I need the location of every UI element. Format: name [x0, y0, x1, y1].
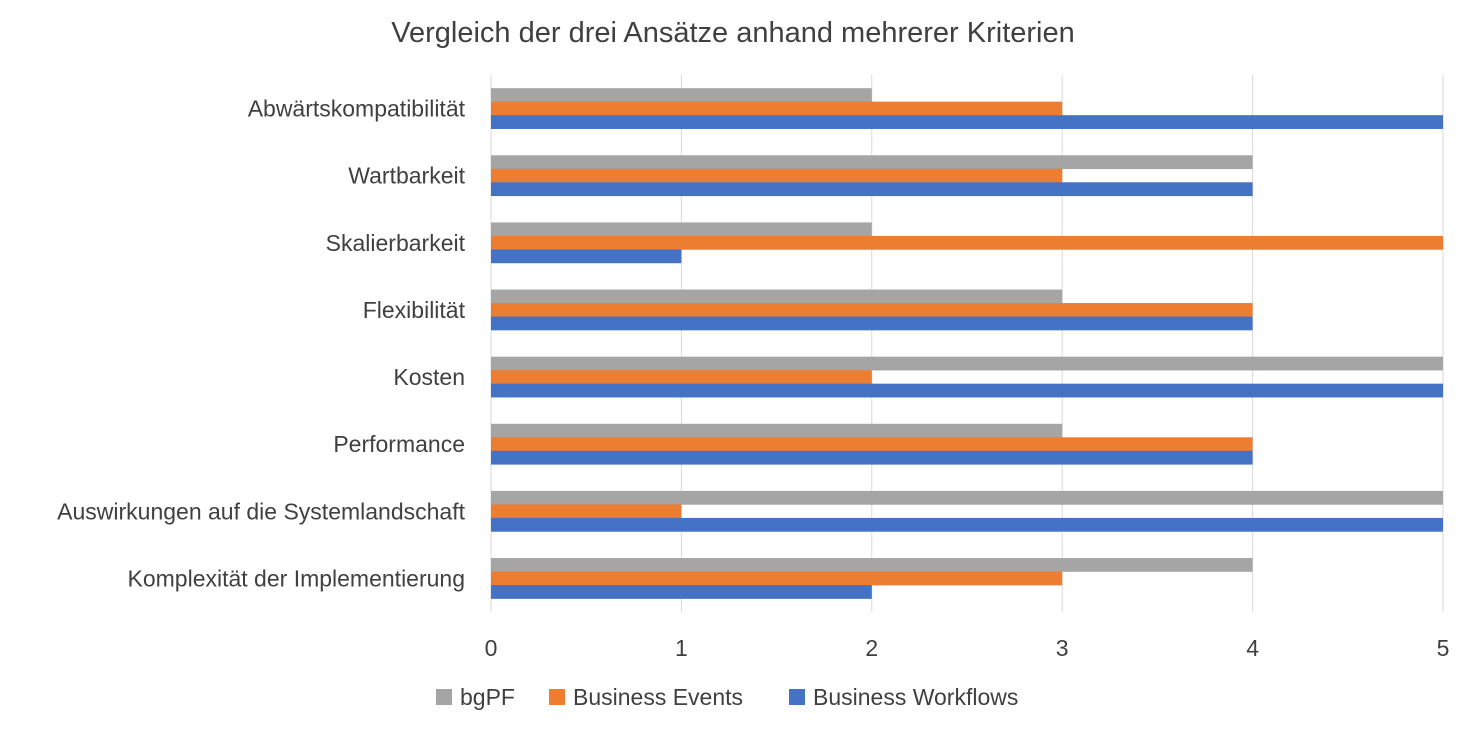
bar-business-events — [491, 168, 1063, 183]
bar-business-events — [491, 370, 872, 384]
bar-bgpf — [491, 88, 872, 102]
bar-business-workflows — [491, 450, 1253, 465]
x-tick-label: 0 — [485, 635, 498, 661]
bar-bgpf — [491, 356, 1443, 371]
x-tick-label: 5 — [1437, 635, 1450, 661]
bar-bgpf — [491, 490, 1443, 505]
bar-business-workflows — [491, 517, 1443, 532]
bar-business-events — [491, 303, 1253, 317]
legend: bgPF Business Events Business Workflows — [436, 684, 1018, 710]
bars-layer — [491, 88, 1443, 599]
legend-swatch — [549, 689, 565, 705]
bar-bgpf — [491, 222, 872, 237]
category-labels: Abwärtskompatibilität Wartbarkeit Skalierb… — [57, 96, 465, 592]
chart-title: Vergleich der drei Ansätze anhand mehrer… — [391, 17, 1075, 49]
bar-bgpf — [491, 289, 1063, 304]
x-tick-label: 2 — [865, 635, 878, 661]
bar-business-events — [491, 101, 1063, 116]
bar-business-workflows — [491, 383, 1443, 398]
bar-business-events — [491, 504, 682, 519]
x-axis-ticks: 0 1 2 3 4 5 — [485, 635, 1450, 661]
category-label: Flexibilität — [363, 297, 466, 323]
category-label: Auswirkungen auf die Systemlandschaft — [57, 498, 465, 524]
legend-swatch — [789, 689, 805, 705]
bar-bgpf — [491, 423, 1063, 438]
bar-bgpf — [491, 558, 1253, 572]
category-label: Wartbarkeit — [348, 163, 465, 189]
legend-label: Business Workflows — [813, 684, 1018, 710]
bar-business-workflows — [491, 585, 872, 599]
legend-label: bgPF — [460, 684, 515, 710]
x-tick-label: 1 — [675, 635, 688, 661]
legend-label: Business Events — [573, 684, 743, 710]
category-label: Komplexität der Implementierung — [128, 565, 466, 591]
bar-business-workflows — [491, 316, 1253, 331]
bar-business-workflows — [491, 182, 1253, 197]
bar-business-events — [491, 235, 1443, 250]
category-label: Skalierbarkeit — [326, 230, 466, 256]
bar-bgpf — [491, 155, 1253, 170]
x-tick-label: 3 — [1056, 635, 1069, 661]
bar-business-events — [491, 571, 1063, 586]
category-label: Performance — [333, 431, 465, 457]
bar-business-workflows — [491, 249, 682, 264]
bar-business-workflows — [491, 115, 1443, 129]
x-tick-label: 4 — [1246, 635, 1259, 661]
category-label: Abwärtskompatibilität — [248, 96, 466, 122]
legend-swatch — [436, 689, 452, 705]
bar-business-events — [491, 437, 1253, 452]
category-label: Kosten — [393, 364, 465, 390]
